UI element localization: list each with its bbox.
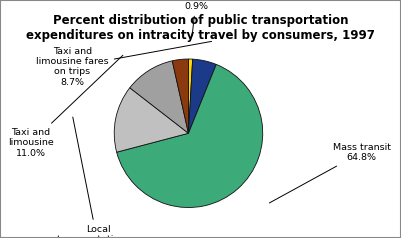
Text: Private school
bus
0.9%: Private school bus 0.9%: [163, 0, 230, 36]
Text: Percent distribution of public transportation
expenditures on intracity travel b: Percent distribution of public transport…: [26, 14, 375, 42]
Wedge shape: [172, 59, 188, 133]
Text: Taxi and
limousine
11.0%: Taxi and limousine 11.0%: [8, 55, 123, 158]
Wedge shape: [114, 88, 188, 152]
Text: Taxi and
limousine fares
on trips
8.7%: Taxi and limousine fares on trips 8.7%: [36, 41, 212, 87]
Text: Mass transit
64.8%: Mass transit 64.8%: [269, 143, 391, 203]
Wedge shape: [188, 59, 192, 133]
Text: Local
transportation on
trips
14.6%: Local transportation on trips 14.6%: [57, 117, 140, 238]
Wedge shape: [117, 64, 263, 208]
Wedge shape: [130, 61, 188, 133]
Wedge shape: [188, 59, 216, 133]
